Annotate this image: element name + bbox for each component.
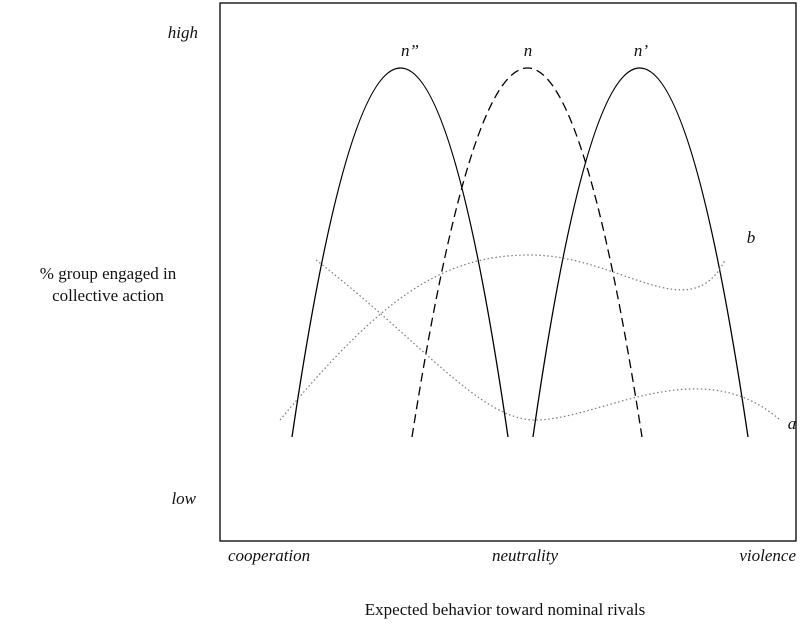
x-label: neutrality: [492, 546, 559, 565]
plot-frame: [219, 2, 797, 542]
curve-label: b: [747, 228, 756, 247]
y-axis-label: % group engaged in: [40, 264, 177, 283]
curve-label: a: [788, 414, 797, 433]
y-high-label: high: [168, 23, 198, 42]
curve-label: n”: [401, 41, 419, 60]
curve-b: [279, 254, 726, 421]
x-label: cooperation: [228, 546, 310, 565]
curve-n-double-prime: [291, 67, 509, 438]
curve-n: [411, 67, 643, 438]
x-axis-title: Expected behavior toward nominal rivals: [365, 600, 645, 619]
y-axis-label: collective action: [52, 286, 164, 305]
y-low-label: low: [171, 489, 196, 508]
curve-label: n’: [634, 41, 649, 60]
curve-label: n: [524, 41, 533, 60]
x-label: violence: [739, 546, 796, 565]
curve-n-prime: [532, 67, 749, 438]
